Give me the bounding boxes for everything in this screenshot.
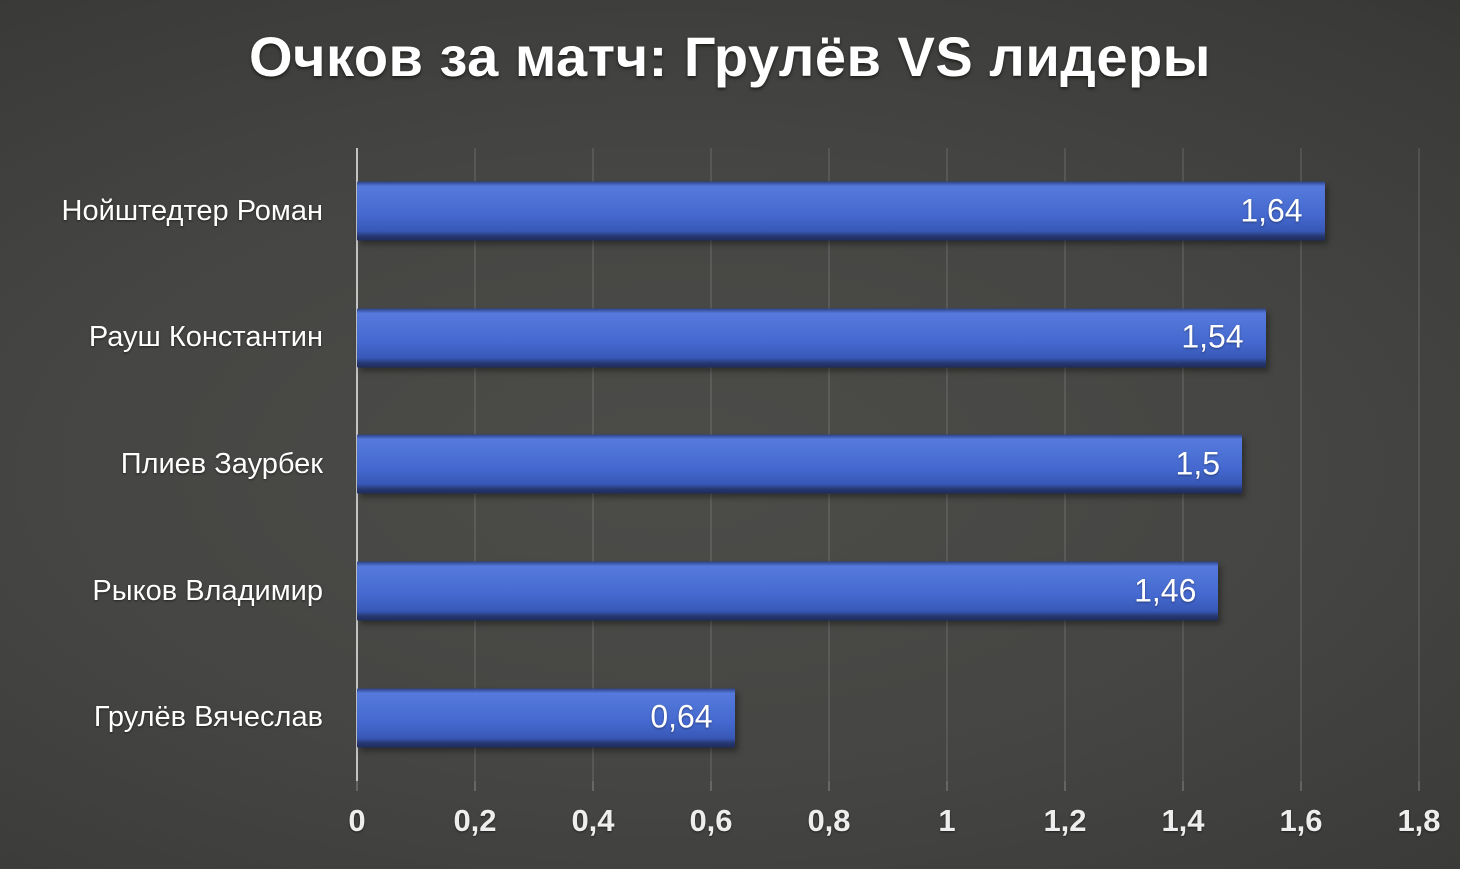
bar-value-label: 1,54 [1181,318,1244,355]
bar-value-label: 1,46 [1134,571,1197,608]
bar-row: 1,54 [357,275,1419,402]
bar-5: 0,64 [357,688,735,748]
bar-value-label: 1,64 [1240,192,1303,229]
gridline [1300,148,1302,781]
x-tick-label: 0,8 [807,803,851,838]
bar-row: 0,64 [357,654,1419,781]
category-label: Рауш Константин [88,321,323,354]
bar-value-label: 0,64 [650,698,713,735]
x-axis-tick-mark [946,781,948,791]
x-axis-tick-mark [1064,781,1066,791]
x-axis-tick-mark [1418,781,1420,791]
category-label: Рыков Владимир [92,574,323,607]
bar-1: 1,64 [357,181,1325,241]
x-axis-tick-mark [474,781,476,791]
category-label: Плиев Заурбек [120,447,323,480]
x-tick-label: 0,2 [453,803,497,838]
bar-3: 1,5 [357,434,1242,494]
plot-area: 1,64 1,54 1,5 1,46 0,64 [356,148,1420,791]
x-tick-label: 1 [938,803,956,838]
chart-title: Очков за матч: Грулёв VS лидеры [248,25,1211,88]
bar-row: 1,5 [357,401,1419,528]
gridline [1418,148,1420,781]
x-tick-label: 0,4 [571,803,615,838]
x-tick-label: 1,2 [1043,803,1087,838]
x-tick-label: 0,6 [689,803,733,838]
x-axis-tick-mark [1182,781,1184,791]
x-axis-tick-mark [1300,781,1302,791]
bar-row: 1,46 [357,528,1419,655]
category-label: Нойштедтер Роман [61,194,323,227]
x-axis-tick-mark [592,781,594,791]
category-label: Грулёв Вячеслав [93,701,323,734]
x-axis-labels: 0 0,2 0,4 0,6 0,8 1 1,2 1,4 1,6 1,8 [348,803,1440,847]
bar-value-label: 1,5 [1175,445,1220,482]
x-tick-label: 0 [348,803,366,838]
x-axis-tick-mark [828,781,830,791]
x-axis-tick-mark [356,781,358,791]
x-axis-tick-mark [710,781,712,791]
category-axis-labels: Нойштедтер Роман Рауш Константин Плиев Зау… [0,148,357,781]
x-tick-label: 1,4 [1161,803,1205,838]
bar-4: 1,46 [357,561,1219,621]
bar-2: 1,54 [357,308,1266,368]
x-tick-label: 1,6 [1279,803,1323,838]
x-tick-label: 1,8 [1397,803,1441,838]
bar-row: 1,64 [357,148,1419,275]
